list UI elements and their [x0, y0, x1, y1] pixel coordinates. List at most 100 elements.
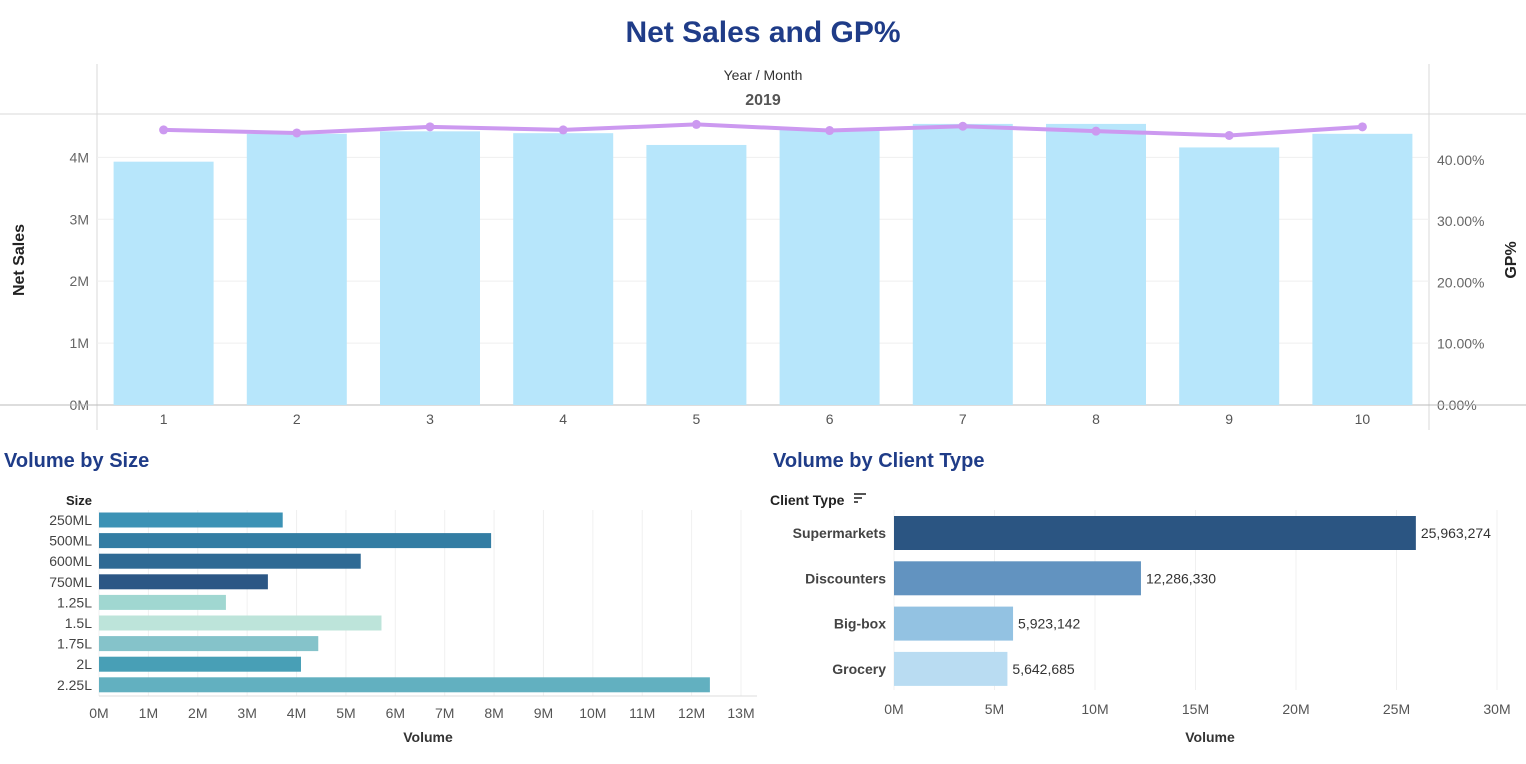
client-x-tick-label: 25M — [1383, 701, 1410, 717]
gp-point — [1091, 126, 1101, 136]
sort-icon-line — [854, 501, 858, 503]
y2-tick-label: 10.00% — [1437, 336, 1484, 352]
client-x-axis-title: Volume — [1185, 729, 1235, 745]
net-sales-bar — [246, 133, 347, 406]
size-x-tick-label: 6M — [386, 705, 405, 721]
net-sales-bar — [113, 161, 214, 405]
size-category-header: Size — [66, 493, 92, 508]
gp-point — [159, 125, 169, 135]
size-x-tick-label: 3M — [237, 705, 256, 721]
size-x-tick-label: 4M — [287, 705, 306, 721]
column-header-label: Year / Month — [724, 67, 803, 83]
y-tick-label: 4M — [70, 149, 89, 165]
size-x-tick-label: 7M — [435, 705, 454, 721]
size-bar — [99, 636, 319, 652]
net-sales-bar — [912, 123, 1013, 406]
net-sales-bar — [1046, 123, 1146, 406]
x-tick-label: 3 — [426, 411, 434, 427]
net-sales-bar — [513, 133, 614, 406]
size-category-label: 250ML — [49, 512, 92, 528]
size-bar — [99, 615, 382, 631]
size-chart-title: Volume by Size — [4, 450, 150, 472]
client-category-label: Discounters — [805, 570, 886, 586]
chart-title: Net Sales and GP% — [625, 16, 901, 49]
client-category-label: Grocery — [832, 661, 886, 677]
y-tick-label: 3M — [70, 211, 89, 227]
y-tick-label: 2M — [70, 273, 89, 289]
size-bar — [99, 512, 283, 528]
net-sales-bar — [779, 128, 880, 406]
x-tick-label: 10 — [1355, 411, 1371, 427]
size-bar — [99, 594, 226, 610]
x-tick-label: 5 — [693, 411, 701, 427]
size-x-axis-title: Volume — [403, 729, 453, 745]
x-tick-label: 4 — [559, 411, 567, 427]
size-bar — [99, 553, 361, 569]
y2-tick-label: 30.00% — [1437, 213, 1484, 229]
size-x-tick-label: 2M — [188, 705, 207, 721]
net-sales-bar — [1312, 133, 1413, 406]
x-tick-label: 8 — [1092, 411, 1100, 427]
size-bar — [99, 533, 492, 549]
y2-tick-label: 20.00% — [1437, 274, 1484, 290]
client-data-label: 12,286,330 — [1146, 570, 1216, 586]
gp-point — [425, 122, 435, 132]
net-sales-bar — [1179, 147, 1280, 406]
client-x-tick-label: 20M — [1282, 701, 1309, 717]
client-bar — [894, 516, 1416, 550]
size-category-label: 750ML — [49, 574, 92, 590]
client-x-tick-label: 0M — [884, 701, 903, 717]
size-category-label: 500ML — [49, 533, 92, 549]
size-category-label: 600ML — [49, 553, 92, 569]
gp-point — [691, 119, 701, 129]
size-category-label: 2.25L — [57, 677, 92, 693]
sort-icon-line — [854, 493, 866, 495]
client-data-label: 5,923,142 — [1018, 616, 1080, 632]
y-tick-label: 1M — [70, 335, 89, 351]
y2-tick-label: 40.00% — [1437, 152, 1484, 168]
size-x-tick-label: 12M — [678, 705, 705, 721]
x-tick-label: 6 — [826, 411, 834, 427]
net-sales-gp-chart: Year / Month20190M1M2M3M4M0.00%10.00%20.… — [0, 64, 1526, 430]
gp-point — [1224, 130, 1234, 140]
net-sales-bar — [646, 144, 747, 405]
client-bar — [894, 561, 1141, 596]
y2-axis-title: GP% — [1503, 241, 1520, 278]
x-tick-label: 1 — [160, 411, 168, 427]
client-data-label: 5,642,685 — [1012, 661, 1074, 677]
gp-line — [163, 122, 1363, 138]
gp-point — [1357, 122, 1367, 132]
size-category-label: 2L — [76, 656, 92, 672]
year-label: 2019 — [745, 92, 781, 109]
client-bar — [894, 606, 1014, 641]
size-bar — [99, 656, 301, 672]
client-x-tick-label: 30M — [1483, 701, 1510, 717]
size-x-tick-label: 13M — [727, 705, 754, 721]
client-bar — [894, 651, 1008, 686]
size-category-label: 1.5L — [65, 615, 92, 631]
client-data-label: 25,963,274 — [1421, 525, 1491, 541]
x-tick-label: 2 — [293, 411, 301, 427]
y-axis-title: Net Sales — [11, 224, 28, 296]
volume-by-size-chart: 0M 1M 2M 3M 4M 5M 6M 7M 8M 9M 10M 11M 12M 13M Size 250M… — [49, 493, 757, 745]
gp-point — [958, 121, 968, 131]
client-category-header: Client Type — [770, 492, 845, 508]
size-x-tick-label: 8M — [484, 705, 503, 721]
volume-by-client-chart: 0M 5M 10M 15M 20M 25M 30M Client Type Supermarke… — [770, 492, 1511, 745]
size-category-label: 1.25L — [57, 594, 92, 610]
gp-point — [825, 126, 835, 136]
size-bar — [99, 677, 710, 693]
client-x-tick-label: 5M — [985, 701, 1004, 717]
gp-point — [558, 125, 568, 135]
client-chart-title: Volume by Client Type — [773, 450, 985, 472]
size-x-tick-label: 11M — [629, 705, 655, 721]
x-tick-label: 7 — [959, 411, 967, 427]
gp-point — [292, 128, 302, 138]
size-bar — [99, 574, 268, 590]
x-tick-label: 9 — [1225, 411, 1233, 427]
client-category-label: Supermarkets — [793, 525, 887, 541]
size-x-tick-label: 10M — [579, 705, 606, 721]
sort-icon-line — [854, 497, 862, 499]
size-x-tick-label: 1M — [139, 705, 158, 721]
